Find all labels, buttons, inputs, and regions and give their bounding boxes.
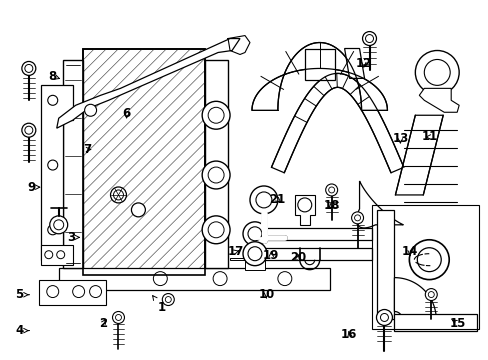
- Text: 18: 18: [324, 199, 340, 212]
- Text: 12: 12: [355, 57, 371, 70]
- Circle shape: [84, 104, 96, 116]
- Circle shape: [202, 216, 229, 244]
- Circle shape: [277, 272, 291, 285]
- Text: 15: 15: [449, 317, 465, 330]
- Polygon shape: [41, 85, 73, 260]
- Circle shape: [162, 293, 174, 306]
- Polygon shape: [57, 39, 240, 128]
- Circle shape: [50, 216, 67, 234]
- Circle shape: [362, 32, 376, 45]
- Text: 3: 3: [67, 231, 79, 244]
- Text: 5: 5: [15, 288, 29, 301]
- Circle shape: [208, 222, 224, 238]
- Circle shape: [243, 222, 266, 246]
- Circle shape: [208, 107, 224, 123]
- Circle shape: [45, 251, 53, 259]
- Circle shape: [351, 212, 363, 224]
- Circle shape: [25, 126, 33, 134]
- Text: 11: 11: [421, 130, 437, 144]
- Circle shape: [424, 59, 449, 85]
- Circle shape: [414, 50, 458, 94]
- Circle shape: [380, 314, 387, 321]
- Circle shape: [354, 215, 360, 221]
- Bar: [205, 60, 227, 268]
- Circle shape: [22, 62, 36, 75]
- Polygon shape: [294, 195, 314, 225]
- Text: 1: 1: [152, 296, 165, 314]
- Polygon shape: [356, 181, 403, 228]
- Bar: [82, 49, 205, 275]
- Circle shape: [22, 123, 36, 137]
- Circle shape: [48, 225, 58, 235]
- Polygon shape: [41, 245, 73, 265]
- Polygon shape: [395, 115, 442, 195]
- Circle shape: [57, 251, 64, 259]
- Text: 16: 16: [340, 328, 357, 341]
- Circle shape: [48, 160, 58, 170]
- Polygon shape: [229, 258, 264, 270]
- Polygon shape: [271, 73, 403, 173]
- Polygon shape: [419, 88, 458, 112]
- Bar: [62, 60, 82, 268]
- Polygon shape: [251, 42, 386, 110]
- Circle shape: [113, 190, 123, 200]
- Circle shape: [47, 285, 59, 298]
- Circle shape: [89, 285, 102, 298]
- Polygon shape: [244, 228, 371, 240]
- Circle shape: [165, 297, 171, 302]
- Polygon shape: [39, 280, 105, 305]
- Text: 13: 13: [391, 132, 407, 145]
- Circle shape: [202, 161, 229, 189]
- Text: 21: 21: [269, 193, 285, 206]
- Text: 20: 20: [289, 251, 305, 264]
- Circle shape: [427, 292, 433, 298]
- Circle shape: [408, 240, 448, 280]
- Polygon shape: [344, 49, 364, 78]
- Circle shape: [73, 285, 84, 298]
- Circle shape: [54, 220, 63, 230]
- Text: 14: 14: [401, 245, 417, 258]
- Circle shape: [376, 310, 392, 325]
- Circle shape: [25, 64, 33, 72]
- Text: 4: 4: [15, 324, 29, 337]
- Circle shape: [202, 101, 229, 129]
- Bar: [371, 205, 478, 329]
- Polygon shape: [377, 210, 394, 319]
- Text: 6: 6: [122, 107, 130, 120]
- Polygon shape: [394, 315, 476, 332]
- Circle shape: [247, 247, 262, 261]
- Circle shape: [115, 315, 121, 320]
- Polygon shape: [304, 49, 334, 80]
- Circle shape: [112, 311, 124, 323]
- Circle shape: [213, 272, 226, 285]
- Circle shape: [249, 186, 277, 214]
- Text: 7: 7: [83, 143, 92, 156]
- Polygon shape: [244, 248, 371, 260]
- Circle shape: [297, 198, 311, 212]
- Circle shape: [365, 35, 373, 42]
- Bar: [82, 49, 205, 275]
- Polygon shape: [394, 278, 435, 319]
- Circle shape: [425, 289, 436, 301]
- Circle shape: [110, 187, 126, 203]
- Text: 19: 19: [263, 249, 279, 262]
- Text: 2: 2: [99, 317, 107, 330]
- Polygon shape: [59, 268, 329, 289]
- Circle shape: [208, 167, 224, 183]
- Circle shape: [255, 192, 271, 208]
- Text: 9: 9: [27, 181, 40, 194]
- Circle shape: [131, 203, 145, 217]
- Circle shape: [328, 187, 334, 193]
- Text: 8: 8: [48, 69, 60, 82]
- Circle shape: [48, 95, 58, 105]
- Circle shape: [247, 227, 262, 241]
- Circle shape: [325, 184, 337, 196]
- Circle shape: [243, 242, 266, 266]
- Circle shape: [416, 248, 440, 272]
- Circle shape: [153, 272, 167, 285]
- Text: 17: 17: [227, 245, 244, 258]
- Text: 10: 10: [258, 288, 274, 301]
